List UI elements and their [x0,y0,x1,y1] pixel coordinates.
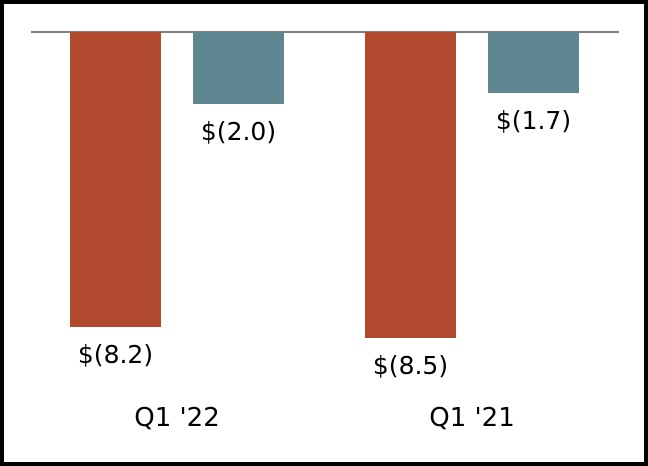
bar-value-label: $(8.5) [372,351,449,380]
plot-area: $(8.2) $(2.0) Q1 '22 $(8.5) $(1.7) Q1 '21 [4,4,644,462]
bar-value-label: $(1.7) [495,106,572,135]
bar [488,32,579,93]
bar-value-label: $(2.0) [200,117,277,146]
zero-axis-line [31,31,619,33]
bar [70,32,161,327]
x-axis-category-label: Q1 '21 [429,403,515,433]
x-axis-category-label: Q1 '22 [134,403,220,433]
bar [365,32,456,338]
bar [193,32,284,104]
bar-value-label: $(8.2) [77,340,154,369]
